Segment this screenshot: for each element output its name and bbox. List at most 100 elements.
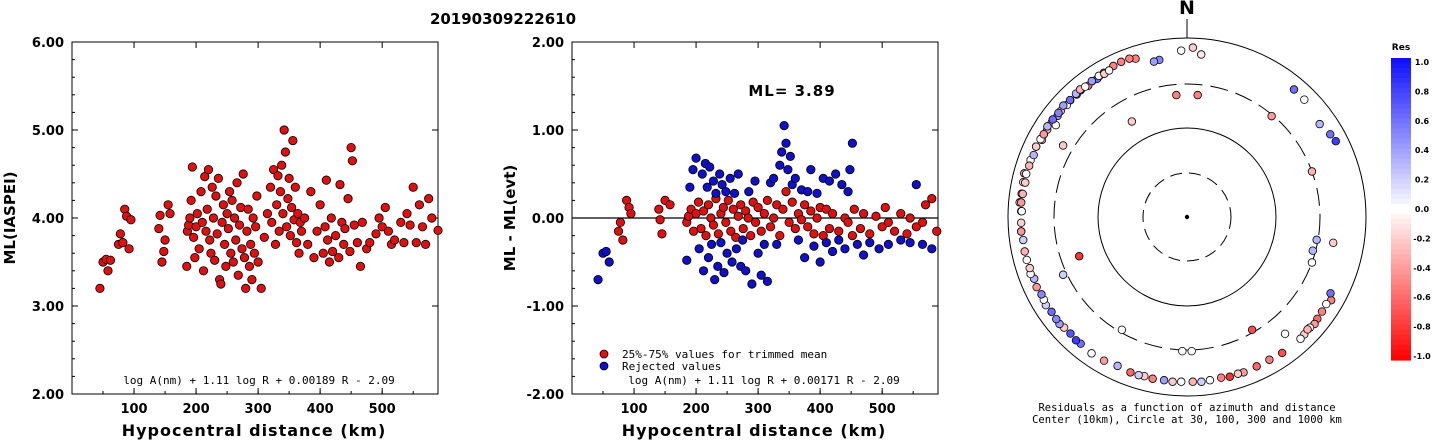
ml-point <box>282 222 292 232</box>
residual-point-s1 <box>793 235 804 245</box>
azimuth-point <box>1065 95 1075 105</box>
residual-point-s0 <box>728 204 738 214</box>
azimuth-point <box>1016 198 1026 207</box>
ml-point <box>396 217 406 227</box>
ml-point <box>160 235 170 245</box>
residual-point-s1 <box>865 238 875 248</box>
azimuth-point <box>1117 325 1127 334</box>
residual-point-s1 <box>852 239 862 249</box>
azimuth-point <box>1326 130 1335 139</box>
ml-point <box>236 202 246 213</box>
azimuth-point <box>1317 307 1327 316</box>
ml-point <box>303 239 313 249</box>
ml-point <box>227 195 237 205</box>
ml-point <box>218 200 228 210</box>
ml-point <box>265 182 276 192</box>
residual-point-s0 <box>880 202 890 213</box>
ml-annotation: ML= 3.89 <box>748 82 835 100</box>
azimuth-point <box>1247 325 1257 334</box>
ml-point <box>365 238 375 248</box>
residual-vs-distance-panel: 100 200 300 400 500 -2.00 -1.00 0.00 1.00 2.00 ML… <box>501 36 942 440</box>
azimuth-point <box>1216 373 1226 382</box>
ml-point <box>380 202 390 213</box>
azimuth-point <box>1021 178 1030 187</box>
residual-point-s0 <box>778 204 788 214</box>
colorbar-swatch <box>1391 269 1411 276</box>
north-label: N <box>1179 0 1195 19</box>
ml-point <box>312 226 322 236</box>
azimuth-point <box>1177 377 1186 386</box>
ml-point <box>417 222 428 232</box>
ml-point <box>103 266 113 276</box>
azimuth-point <box>1037 290 1046 299</box>
ml-point <box>288 135 298 146</box>
colorbar-swatch <box>1391 289 1411 296</box>
colorbar-swatch <box>1391 128 1411 135</box>
residual-point-s0 <box>721 217 731 227</box>
residual-point-s1 <box>874 244 884 254</box>
ml-point <box>202 204 212 214</box>
residual-point-s1 <box>716 238 726 248</box>
residual-point-s0 <box>834 226 844 236</box>
residual-point-s0 <box>626 209 636 219</box>
ml-point <box>433 225 443 235</box>
residual-point-s0 <box>772 200 782 210</box>
colorbar-swatch <box>1391 299 1411 306</box>
ml-point <box>196 187 206 197</box>
azimuth-point <box>1025 263 1034 273</box>
ml-point <box>327 246 338 257</box>
residual-point-s0 <box>746 231 756 241</box>
residual-point-s0 <box>855 223 866 234</box>
ml-point <box>414 200 424 210</box>
residual-point-s1 <box>800 253 810 263</box>
residual-point-s1 <box>883 239 893 249</box>
colorbar-swatch <box>1391 88 1411 94</box>
ml-point <box>279 125 289 135</box>
azimuth-point <box>1125 54 1134 63</box>
residual-point-s1 <box>703 253 714 263</box>
azimuth-point <box>1059 101 1068 110</box>
ml-point <box>371 229 381 239</box>
ml-point <box>347 156 357 166</box>
epicenter-dot <box>1184 214 1190 220</box>
residual-point-s0 <box>843 217 853 227</box>
azimuth-point <box>1331 136 1340 146</box>
residual-point-s0 <box>762 195 773 205</box>
colorbar-swatch <box>1391 264 1411 270</box>
azimuth-point <box>1307 167 1317 176</box>
residual-point-s0 <box>693 197 704 207</box>
ml-point <box>190 253 200 263</box>
azimuth-point <box>1193 90 1202 100</box>
ml-point <box>233 270 243 280</box>
residual-point-s0 <box>917 217 928 227</box>
azimuth-point <box>1252 362 1261 371</box>
residual-point-s1 <box>737 235 748 245</box>
colorbar-swatch <box>1391 93 1411 99</box>
colorbar-tick-label: 0.4 <box>1415 146 1430 155</box>
ml-point <box>408 182 418 192</box>
residual-point-s0 <box>718 202 728 213</box>
ml-point <box>399 238 409 248</box>
colorbar-swatch <box>1391 133 1411 140</box>
azimuth-point <box>1312 235 1321 245</box>
residual-point-s0 <box>824 223 835 234</box>
residual-point-s0 <box>708 220 719 230</box>
ml-point <box>274 226 284 236</box>
azimuth-point <box>1047 307 1056 317</box>
colorbar: 1.0 0.8 0.6 0.4 0.2 0.0 -0.2 -0.4 -0.6 -0.8 -1.0 <box>1391 58 1431 361</box>
colorbar-swatch <box>1391 224 1411 230</box>
residual-point-s1 <box>785 151 795 161</box>
azimuth-point <box>1099 356 1109 365</box>
ml-point <box>389 235 400 245</box>
ml-point <box>355 261 366 271</box>
ml-point <box>262 209 273 219</box>
residual-point-s1 <box>688 165 698 175</box>
ml-point <box>343 194 353 204</box>
residual-point-s1 <box>837 179 847 190</box>
colorbar-tick-label: -0.4 <box>1413 264 1431 273</box>
azimuth-point <box>1277 348 1287 358</box>
ml-point <box>296 226 307 236</box>
ml-point <box>244 261 255 271</box>
azimuth-point <box>1022 169 1031 179</box>
residual-ytick-label: -1.00 <box>527 300 564 315</box>
